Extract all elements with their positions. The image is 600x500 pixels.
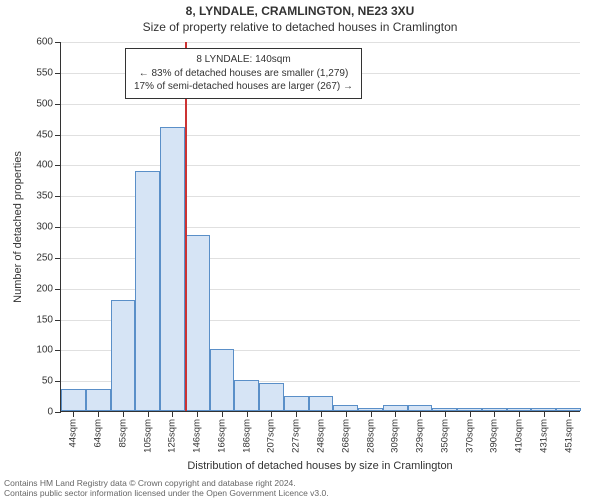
x-tick (123, 411, 124, 417)
y-tick (55, 258, 61, 259)
x-tick-label: 125sqm (167, 419, 178, 453)
y-axis-label-wrap: Number of detached properties (12, 42, 24, 412)
x-tick-label: 44sqm (68, 419, 79, 448)
histogram-bar (86, 389, 111, 411)
footer-line-2: Contains public sector information licen… (4, 489, 329, 498)
x-tick (494, 411, 495, 417)
y-tick (55, 350, 61, 351)
histogram-bar (185, 235, 210, 411)
histogram-bar (61, 389, 86, 411)
x-tick-label: 186sqm (241, 419, 252, 453)
y-tick-label: 100 (36, 345, 53, 356)
x-axis-label: Distribution of detached houses by size … (60, 460, 580, 472)
x-tick-label: 309sqm (390, 419, 401, 453)
x-tick (445, 411, 446, 417)
y-tick (55, 73, 61, 74)
x-tick (569, 411, 570, 417)
legend-line-2: ← 83% of detached houses are smaller (1,… (134, 67, 353, 81)
x-tick (148, 411, 149, 417)
x-tick (73, 411, 74, 417)
x-tick (346, 411, 347, 417)
y-tick-label: 500 (36, 98, 53, 109)
y-tick (55, 289, 61, 290)
x-tick-label: 410sqm (514, 419, 525, 453)
x-tick (470, 411, 471, 417)
y-tick-label: 600 (36, 37, 53, 48)
y-tick-label: 250 (36, 252, 53, 263)
x-tick (321, 411, 322, 417)
gridline (61, 135, 580, 136)
histogram-bar (234, 380, 259, 411)
x-tick-label: 329sqm (415, 419, 426, 453)
y-tick-label: 150 (36, 314, 53, 325)
y-tick (55, 381, 61, 382)
x-tick (197, 411, 198, 417)
x-tick (544, 411, 545, 417)
gridline (61, 104, 580, 105)
x-tick-label: 227sqm (291, 419, 302, 453)
y-tick (55, 135, 61, 136)
x-tick-label: 146sqm (192, 419, 203, 453)
histogram-bar (284, 396, 309, 411)
x-tick (519, 411, 520, 417)
x-tick-label: 350sqm (439, 419, 450, 453)
chart-container: 8, LYNDALE, CRAMLINGTON, NE23 3XU Size o… (0, 0, 600, 500)
histogram-bar (259, 383, 284, 411)
y-tick-label: 550 (36, 67, 53, 78)
x-tick-label: 451sqm (563, 419, 574, 453)
x-tick-label: 370sqm (464, 419, 475, 453)
x-tick (371, 411, 372, 417)
y-tick (55, 42, 61, 43)
x-tick (296, 411, 297, 417)
histogram-bar (111, 300, 136, 411)
x-tick (247, 411, 248, 417)
x-tick-label: 166sqm (216, 419, 227, 453)
x-tick (271, 411, 272, 417)
x-tick-label: 268sqm (340, 419, 351, 453)
x-tick (98, 411, 99, 417)
y-tick-label: 350 (36, 191, 53, 202)
footer-text: Contains HM Land Registry data © Crown c… (4, 479, 329, 498)
x-tick-label: 64sqm (93, 419, 104, 448)
y-tick-label: 0 (47, 407, 53, 418)
y-tick-label: 50 (42, 376, 53, 387)
y-tick-label: 300 (36, 222, 53, 233)
y-tick (55, 320, 61, 321)
histogram-bar (160, 127, 185, 411)
chart-supertitle: 8, LYNDALE, CRAMLINGTON, NE23 3XU (0, 4, 600, 18)
y-tick (55, 165, 61, 166)
y-tick (55, 196, 61, 197)
y-tick (55, 104, 61, 105)
y-tick-label: 400 (36, 160, 53, 171)
x-tick (420, 411, 421, 417)
y-tick (55, 412, 61, 413)
x-tick-label: 431sqm (538, 419, 549, 453)
legend-box: 8 LYNDALE: 140sqm ← 83% of detached hous… (125, 48, 362, 99)
x-tick-label: 390sqm (489, 419, 500, 453)
legend-line-3: 17% of semi-detached houses are larger (… (134, 80, 353, 94)
gridline (61, 42, 580, 43)
x-tick-label: 207sqm (266, 419, 277, 453)
gridline (61, 165, 580, 166)
y-axis-label: Number of detached properties (12, 151, 24, 303)
x-tick-label: 85sqm (117, 419, 128, 448)
x-tick-label: 288sqm (365, 419, 376, 453)
chart-title: Size of property relative to detached ho… (0, 20, 600, 34)
y-tick-label: 450 (36, 129, 53, 140)
histogram-bar (210, 349, 235, 411)
plot-area: 05010015020025030035040045050055060044sq… (60, 42, 580, 412)
x-tick (395, 411, 396, 417)
x-tick-label: 105sqm (142, 419, 153, 453)
y-tick (55, 227, 61, 228)
x-tick (222, 411, 223, 417)
x-tick-label: 248sqm (316, 419, 327, 453)
histogram-bar (309, 396, 334, 411)
x-tick (172, 411, 173, 417)
y-tick-label: 200 (36, 283, 53, 294)
histogram-bar (135, 171, 160, 412)
legend-line-1: 8 LYNDALE: 140sqm (134, 53, 353, 67)
